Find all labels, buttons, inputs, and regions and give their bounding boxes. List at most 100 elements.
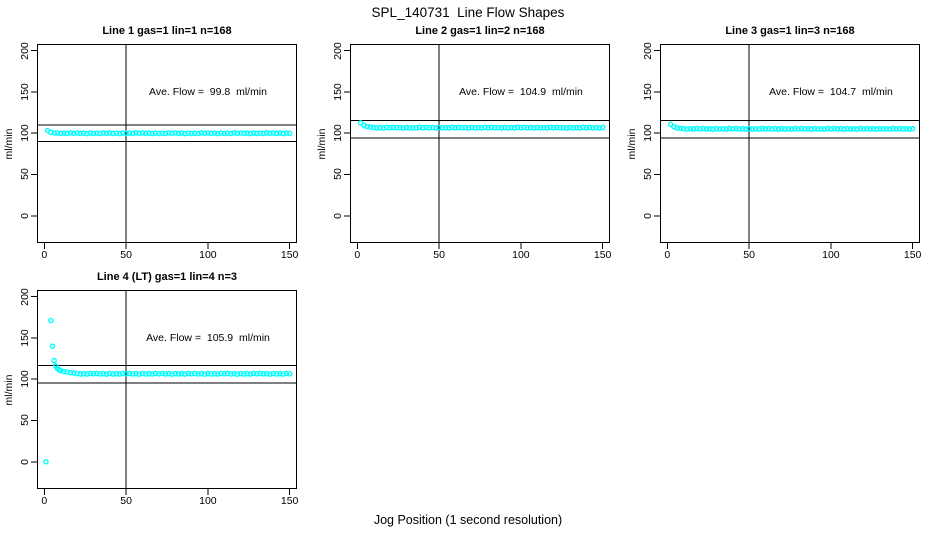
data-point [677, 125, 684, 132]
data-point [283, 130, 290, 136]
data-point [64, 130, 71, 137]
data-point [599, 124, 606, 131]
data-point [524, 125, 531, 131]
panel-line-4: Line 4 (LT) gas=1 lin=4 n=3 ml/min Ave. … [3, 271, 298, 507]
data-point [465, 125, 472, 131]
data-point [903, 125, 909, 132]
data-point [769, 126, 775, 132]
data-point [383, 124, 390, 131]
data-point [100, 130, 107, 136]
data-point [263, 370, 270, 377]
data-point [77, 130, 84, 137]
data-point [49, 343, 56, 349]
data-point [772, 125, 779, 132]
data-point [508, 124, 514, 131]
data-point [674, 125, 680, 131]
data-point [459, 125, 465, 131]
data-point [593, 124, 599, 131]
data-point [191, 130, 198, 136]
data-point [126, 370, 133, 377]
data-point [162, 371, 169, 377]
data-point [380, 125, 387, 131]
data-point [113, 370, 120, 377]
data-point [250, 130, 257, 136]
data-point [687, 126, 694, 132]
data-point [436, 124, 442, 131]
data-point [100, 370, 107, 377]
data-point [123, 130, 129, 137]
data-point [87, 130, 93, 136]
data-point [560, 124, 567, 131]
y-tick-label: 100 [642, 124, 654, 142]
data-point [586, 124, 593, 131]
panel-line-1: Line 1 gas=1 lin=1 n=168 ml/min Ave. Flo… [3, 25, 298, 261]
data-point [188, 371, 195, 377]
data-point [896, 125, 903, 132]
data-point [211, 130, 218, 136]
data-point [707, 125, 713, 132]
data-point [273, 371, 280, 377]
y-axis-label: ml/min [3, 374, 15, 406]
data-point [729, 126, 736, 132]
data-point [231, 130, 237, 136]
data-point [139, 130, 146, 136]
data-point [267, 130, 273, 137]
data-point [893, 126, 900, 132]
data-point [116, 130, 123, 137]
data-point [152, 130, 159, 136]
data-point [805, 125, 811, 132]
y-tick-label: 200 [19, 41, 31, 60]
data-point [426, 125, 433, 131]
data-point [511, 125, 518, 131]
data-point [906, 126, 913, 133]
data-point [87, 370, 93, 377]
x-tick-label: 150 [280, 249, 299, 261]
data-point [864, 125, 870, 132]
data-point [80, 370, 87, 377]
data-point [390, 124, 397, 131]
data-point [788, 126, 795, 132]
data-point [277, 130, 283, 136]
data-point [870, 125, 877, 132]
data-point [178, 370, 185, 377]
data-point [136, 130, 143, 137]
data-point [165, 130, 172, 136]
data-point [123, 371, 129, 377]
data-point [70, 370, 77, 376]
data-point [573, 124, 580, 131]
data-point [690, 126, 697, 132]
data-point [449, 124, 456, 131]
data-point [703, 126, 710, 132]
data-point [280, 371, 286, 377]
data-point [57, 130, 64, 137]
data-point [149, 371, 156, 377]
data-point [270, 370, 277, 377]
data-point [710, 126, 716, 133]
data-point [286, 130, 293, 137]
data-point [847, 126, 854, 132]
data-point [165, 370, 172, 377]
ave-flow-annotation: Ave. Flow = 105.9 ml/min [146, 332, 270, 344]
y-tick-label: 200 [19, 287, 31, 306]
data-point [518, 124, 524, 131]
data-point [397, 124, 403, 131]
data-point [208, 130, 214, 137]
y-tick-label: 200 [332, 41, 344, 60]
data-point [159, 130, 165, 136]
data-point [67, 369, 74, 376]
data-point [736, 126, 743, 132]
data-point [64, 369, 71, 375]
data-point [205, 130, 211, 136]
data-point [90, 130, 97, 137]
data-point [156, 130, 162, 137]
data-point [762, 126, 769, 132]
data-point [182, 130, 188, 137]
data-point [270, 130, 277, 136]
data-point [752, 126, 759, 132]
data-point [205, 370, 211, 377]
y-tick-label: 50 [19, 414, 31, 427]
y-tick-label: 150 [19, 83, 31, 101]
data-point [746, 125, 752, 132]
data-point [106, 130, 113, 136]
data-point [93, 130, 100, 136]
